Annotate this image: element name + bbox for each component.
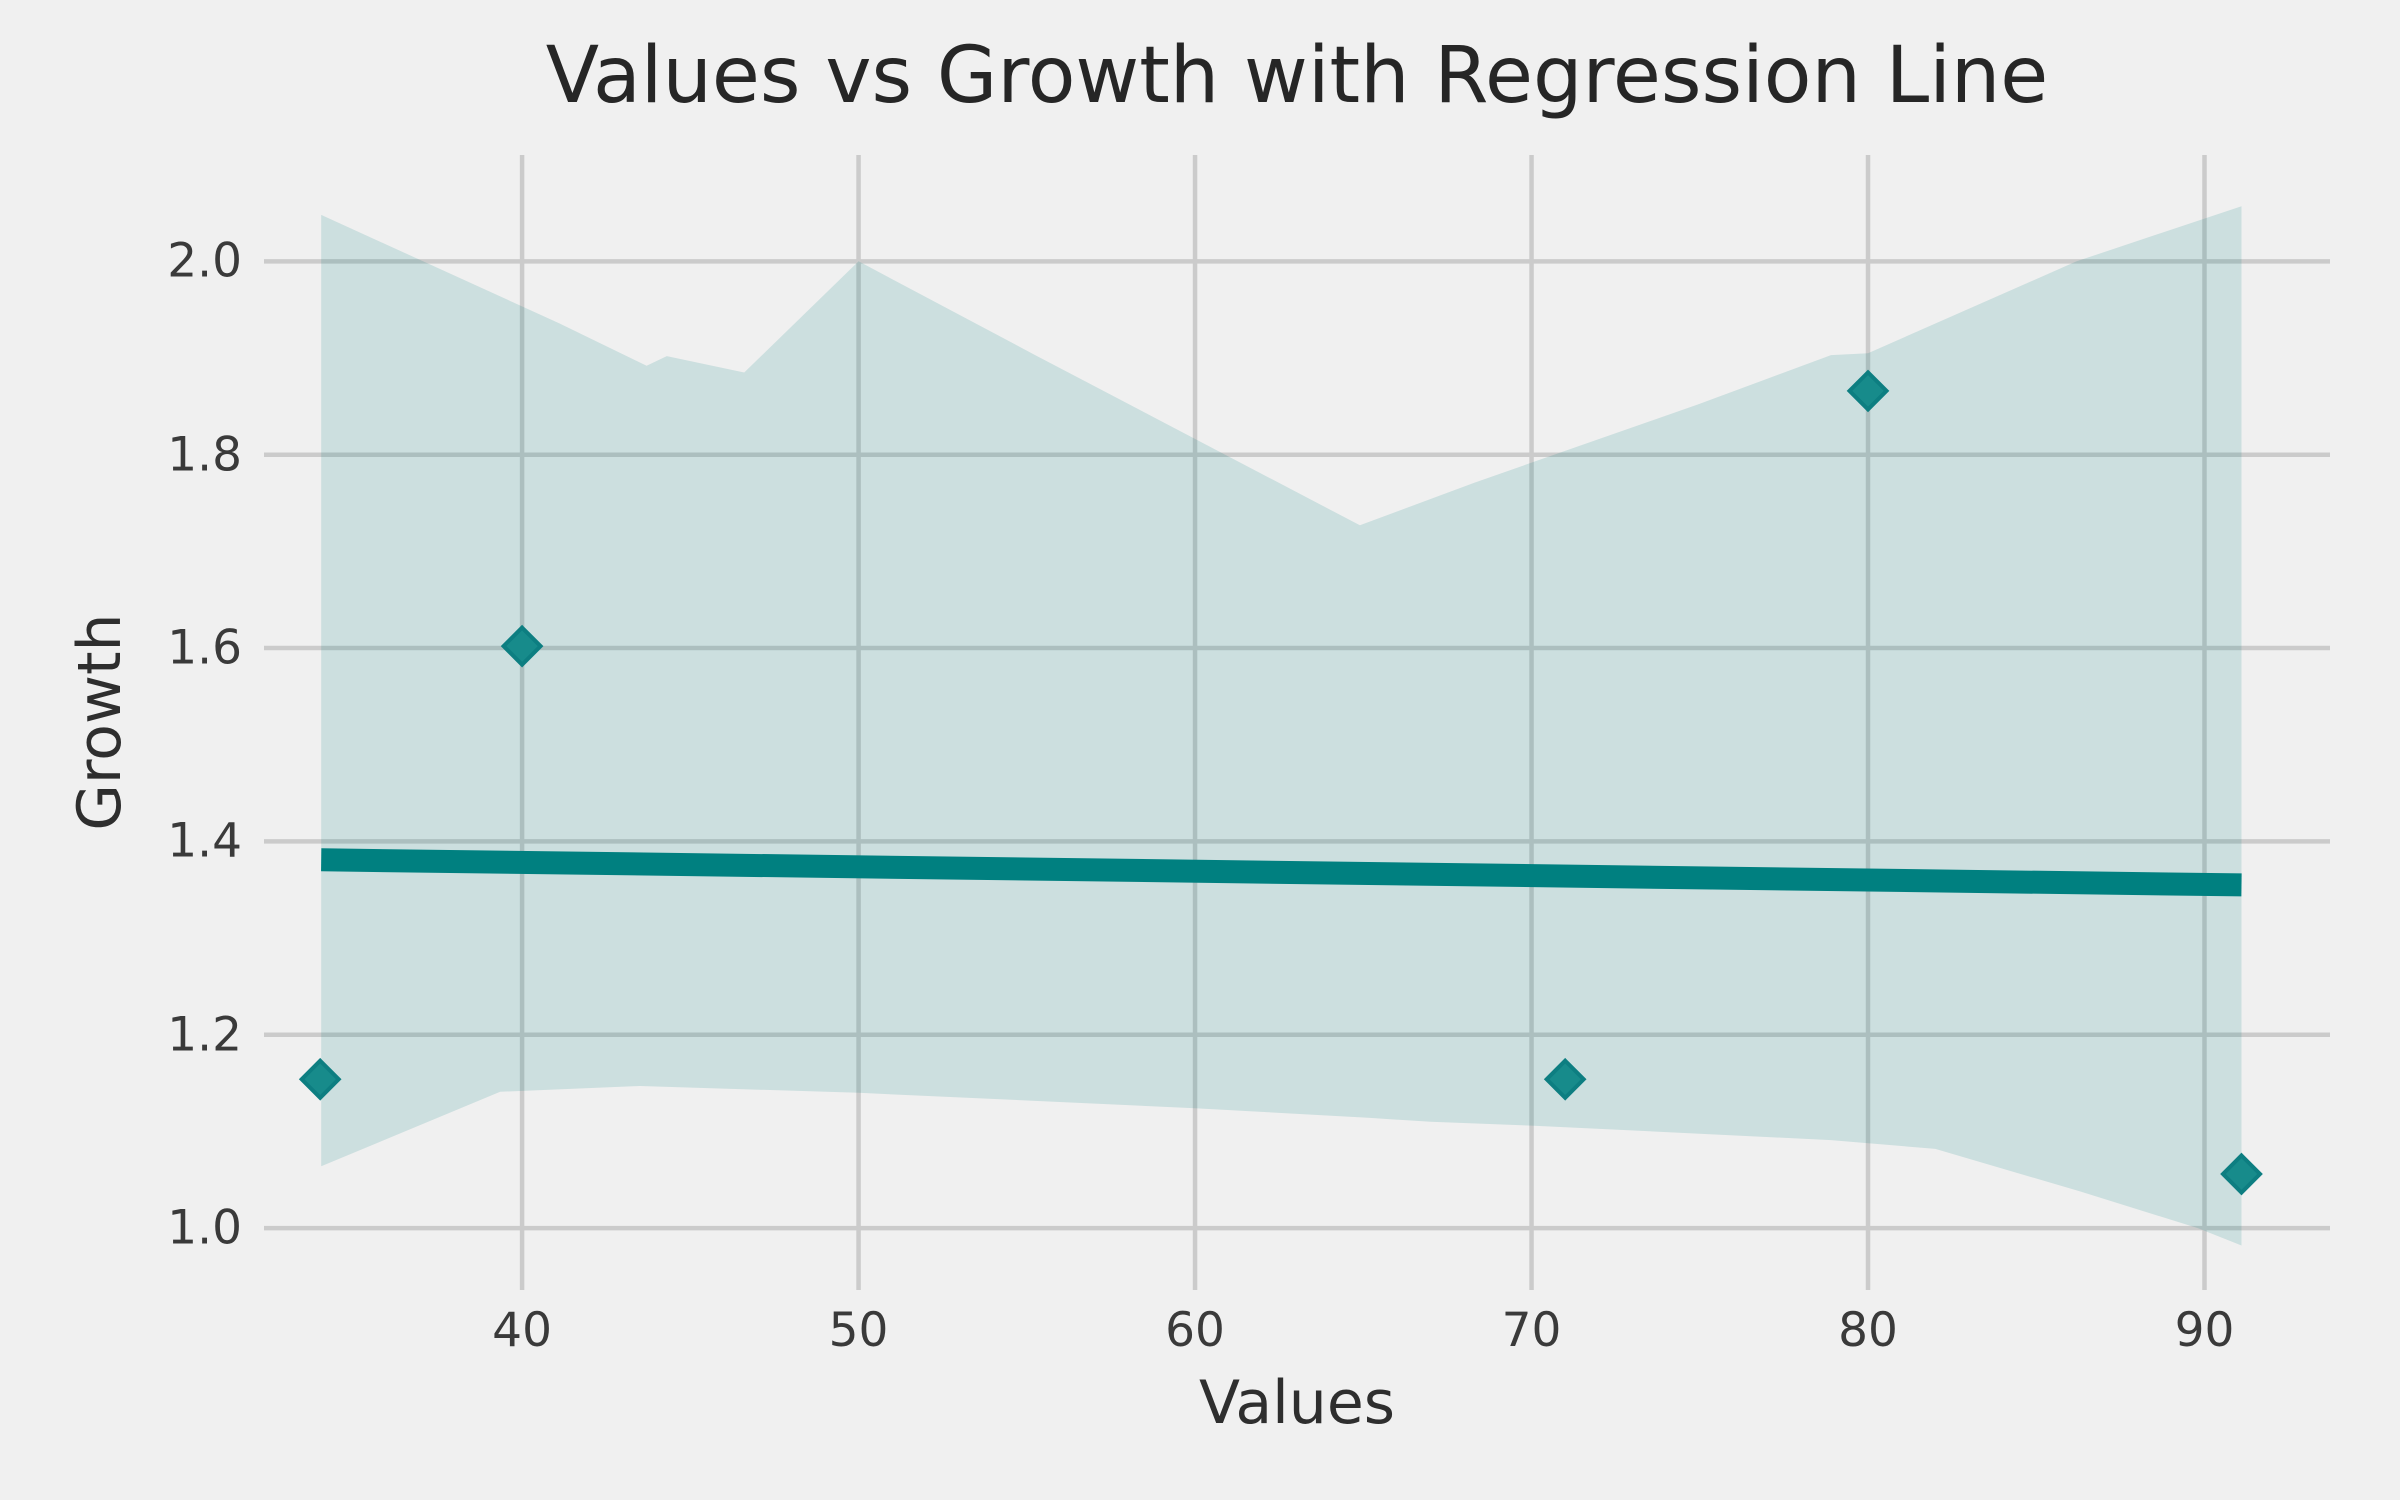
chart-title: Values vs Growth with Regression Line bbox=[545, 31, 2049, 121]
x-tick-label: 40 bbox=[492, 1303, 552, 1358]
y-tick-label: 1.0 bbox=[167, 1200, 242, 1256]
y-axis-label: Growth bbox=[65, 613, 135, 831]
y-tick-label: 1.4 bbox=[167, 813, 242, 869]
confidence-band bbox=[321, 206, 2242, 1246]
regression-line bbox=[321, 848, 2242, 897]
scatter-point-marker bbox=[2220, 1152, 2263, 1196]
x-axis-label: Values bbox=[1198, 1368, 1396, 1438]
y-tick-label: 1.2 bbox=[167, 1007, 242, 1063]
y-tick-label: 1.6 bbox=[167, 620, 242, 676]
x-tick-label: 70 bbox=[1501, 1303, 1562, 1358]
x-tick-label: 90 bbox=[2174, 1303, 2235, 1358]
y-tick-label: 1.8 bbox=[167, 427, 242, 483]
scatter-point-marker bbox=[500, 624, 544, 668]
y-tick-label: 2.0 bbox=[167, 233, 242, 289]
x-tick-label: 80 bbox=[1838, 1303, 1898, 1358]
x-tick-label: 60 bbox=[1165, 1303, 1225, 1358]
plot-area bbox=[264, 155, 2330, 1290]
x-tick-label: 50 bbox=[828, 1303, 889, 1358]
gridlines bbox=[264, 155, 2330, 1290]
scatter-point-marker bbox=[298, 1057, 342, 1101]
scatter-point-marker bbox=[1543, 1057, 1587, 1101]
scatter-points bbox=[298, 369, 2263, 1196]
scatter-point-marker bbox=[1846, 369, 1890, 413]
